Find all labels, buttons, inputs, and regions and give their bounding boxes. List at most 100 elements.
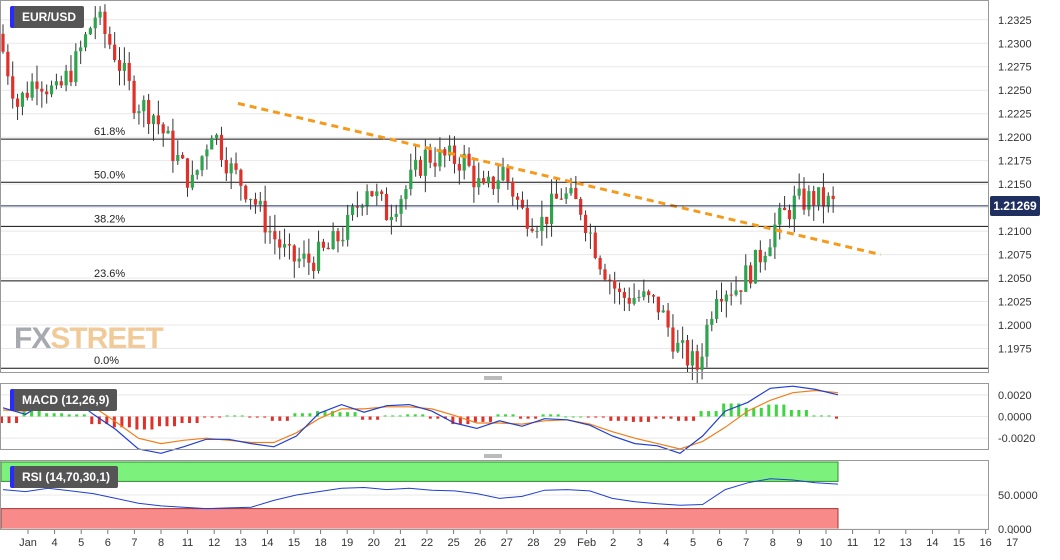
x-tick-label: 6 [105,537,111,549]
macd-histogram-bar [150,416,154,430]
candle-body [375,191,379,196]
macd-histogram-bar [165,416,169,427]
candle-body [758,249,762,263]
x-tick-label: 18 [314,537,326,549]
fib-level-label: 0.0% [94,355,119,367]
candle-body [749,265,753,284]
candle-body [234,163,238,170]
x-tick-label: 5 [78,537,84,549]
candle-body [724,294,728,302]
candle-body [433,162,437,167]
macd-histogram-bar [60,413,64,417]
candle-body [530,228,534,232]
candle-body [253,199,258,205]
candle-body [792,195,796,220]
candle-body [671,327,675,352]
candle-body [132,80,136,114]
macd-histogram-bar [804,410,808,417]
candle-body [462,153,466,171]
candle-body [535,230,539,232]
instrument-label[interactable]: EUR/USD [10,6,85,28]
candle-body [409,169,413,190]
x-tick-label: 5 [690,537,696,549]
candle-body [559,198,563,200]
candle-body [181,154,185,159]
macd-histogram-bar [534,416,538,419]
candle-body [501,166,505,181]
macd-histogram-bar [112,416,116,428]
macd-histogram-bar [67,414,71,417]
candle-body [244,185,248,200]
candle-body [83,34,88,48]
candle-body [690,351,694,366]
candle-body [360,206,364,208]
candle-body [448,145,452,156]
candle-body [69,70,73,83]
candle-body [219,134,224,160]
candle-body [520,199,525,208]
macd-histogram-bar [308,413,312,417]
candle-body [11,76,15,99]
candle-body [93,17,97,29]
candle-body [263,200,267,233]
macd-tick-label: 0.0020 [998,390,1032,402]
x-tick-label: 27 [501,537,513,549]
candle-body [482,178,486,184]
candle-body [239,169,243,186]
candle-body [506,166,510,182]
candle-body [74,51,78,83]
candle-body [554,193,559,199]
price-tick-label: 1.2300 [998,38,1032,50]
candle-body [336,231,340,242]
candle-body [627,297,631,304]
price-tick-label: 1.2050 [998,273,1032,285]
macd-histogram-bar [90,416,94,425]
candle-body [88,28,92,35]
panel-divider-2[interactable] [484,454,502,458]
x-tick-label: 17 [1006,537,1018,549]
candle-body [598,257,602,270]
candle-body [807,191,811,210]
candle-body [326,247,330,250]
x-tick-label: 26 [474,537,486,549]
macd-histogram-bar [714,411,718,417]
candle-body [331,231,335,250]
price-tick-label: 1.2325 [998,15,1032,27]
price-tick-label: 1.2000 [998,320,1032,332]
candle-body [525,207,529,229]
candle-body [583,214,588,234]
candlesticks [1,4,835,384]
macd-histogram-bar [285,416,289,421]
rsi-label[interactable]: RSI (14,70,30,1) [10,466,119,488]
candle-body [603,269,607,280]
macd-histogram-bar [225,415,229,417]
x-tick-label: 21 [394,537,406,549]
candle-body [6,51,10,77]
macd-histogram-bar [173,416,177,427]
candle-body [137,111,141,114]
candle-body [491,176,495,190]
candle-body [316,241,321,271]
candle-body [632,297,636,304]
candle-body [229,163,233,174]
candle-body [821,187,826,207]
candle-body [380,191,384,195]
x-tick-label: 11 [847,537,858,549]
macd-label[interactable]: MACD (12,26,9) [10,389,118,411]
x-tick-label: 29 [554,537,566,549]
candle-body [384,194,389,221]
candle-body [190,174,194,188]
candle-body [215,134,219,139]
rsi-overbought-zone [0,461,839,482]
macd-histogram-bar [737,403,741,417]
price-panel-frame [0,0,989,373]
candle-body [695,351,699,370]
fib-level-label: 38.2% [94,213,125,225]
macd-histogram-bar [376,416,380,420]
candle-body [574,187,578,199]
candle-body [642,291,646,297]
candle-body [122,62,126,71]
macd-histogram-bar [383,415,387,417]
panel-divider-1[interactable] [484,376,502,380]
macd-histogram-bar [631,416,635,422]
